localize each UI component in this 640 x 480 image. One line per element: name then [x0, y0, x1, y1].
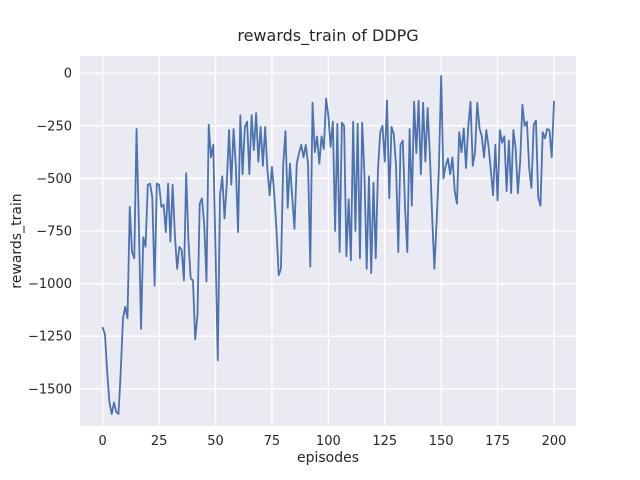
x-tick-label: 125: [372, 434, 397, 449]
x-tick-label: 150: [429, 434, 454, 449]
x-tick-label: 75: [264, 434, 281, 449]
x-axis-tick-labels: 0 25 50 75 100 125 150 175 200: [99, 434, 567, 449]
y-axis-tick-labels: 0 −250 −500 −750 −1000 −1250 −1500: [28, 67, 72, 398]
y-tick-label: −1250: [28, 330, 72, 345]
x-tick-label: 0: [99, 434, 107, 449]
x-tick-label: 25: [151, 434, 168, 449]
y-tick-label: −1500: [28, 382, 72, 397]
y-tick-label: −750: [36, 225, 72, 240]
x-tick-label: 50: [207, 434, 224, 449]
x-tick-label: 175: [485, 434, 510, 449]
rewards-train-line: [101, 75, 555, 415]
chart-title: rewards_train of DDPG: [237, 26, 418, 46]
x-tick-label: 200: [542, 434, 567, 449]
y-tick-label: −1000: [28, 277, 72, 292]
y-tick-label: −250: [36, 119, 72, 134]
y-tick-label: −500: [36, 172, 72, 187]
y-axis-label: rewards_train: [9, 193, 25, 288]
x-tick-label: 100: [316, 434, 341, 449]
x-axis-label: episodes: [297, 450, 359, 466]
line-series: [101, 75, 555, 415]
y-tick-label: 0: [64, 67, 72, 82]
